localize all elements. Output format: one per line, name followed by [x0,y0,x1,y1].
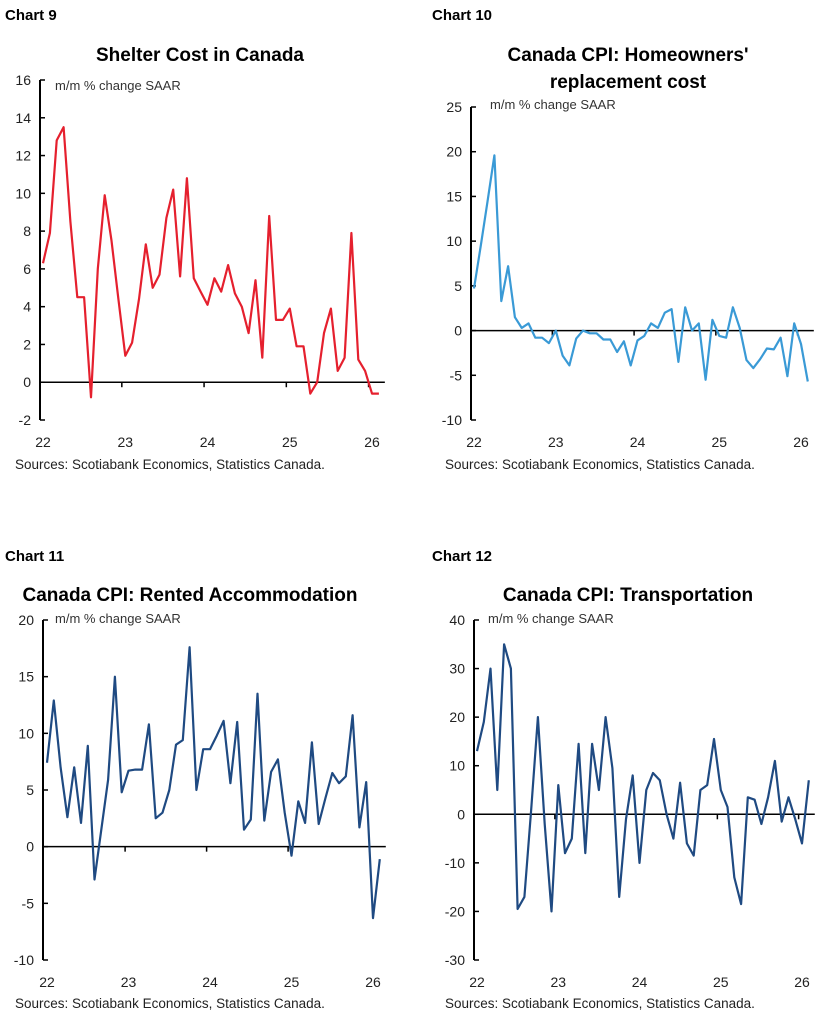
x-tick-label: 26 [364,434,380,450]
series-line [472,154,809,382]
y-tick-label: 20 [446,144,462,160]
y-tick-label: 0 [454,323,462,339]
y-tick-label: 12 [15,148,31,164]
chart-title: replacement cost [550,72,707,93]
chart-11: Chart 11 Canada CPI: Rented Accommodation… [5,548,386,1011]
x-tick-label: 25 [284,974,300,990]
x-tick-label: 25 [282,434,298,450]
x-tick-label: 25 [711,434,727,450]
y-tick-label: -2 [19,412,32,428]
y-tick-label: 5 [454,278,462,294]
unit-label: m/m % change SAAR [55,78,181,93]
unit-label: m/m % change SAAR [490,97,616,112]
y-tick-label: 2 [23,336,31,352]
x-tick-label: 23 [121,974,137,990]
chart-9: Chart 9 Shelter Cost in Canada m/m % chang… [5,7,385,472]
y-tick-label: 0 [457,806,465,822]
y-tick-label: 6 [23,261,31,277]
x-tick-label: 26 [793,434,809,450]
x-tick-label: 22 [466,434,482,450]
y-tick-label: 14 [15,110,31,126]
y-tick-label: 10 [18,725,34,741]
y-tick-label: -5 [22,895,35,911]
x-tick-label: 24 [632,974,648,990]
x-tick-label: 26 [365,974,381,990]
y-tick-label: -30 [445,952,465,968]
chart-10: Chart 10 Canada CPI: Homeowners' replaceme… [432,7,814,472]
x-tick-label: 24 [202,974,218,990]
x-tick-label: 22 [39,974,55,990]
x-tick-label: 23 [548,434,564,450]
y-tick-label: 5 [26,782,34,798]
y-tick-label: -20 [445,903,465,919]
y-tick-label: 30 [449,661,465,677]
chart-number-label: Chart 9 [5,7,57,24]
chart-number-label: Chart 10 [432,7,492,24]
y-tick-label: 16 [15,72,31,88]
y-tick-label: 20 [18,612,34,628]
y-tick-label: 15 [446,188,462,204]
series-line [475,643,810,913]
x-tick-label: 23 [550,974,566,990]
y-tick-label: 0 [26,839,34,855]
chart-title: Shelter Cost in Canada [96,45,304,66]
y-tick-label: 20 [449,709,465,725]
series-line [45,646,381,920]
y-tick-label: 0 [23,374,31,390]
x-tick-label: 24 [630,434,646,450]
chart-title: Canada CPI: Transportation [503,585,753,606]
unit-label: m/m % change SAAR [488,611,614,626]
y-tick-label: -10 [442,412,462,428]
y-tick-label: 40 [449,612,465,628]
y-tick-label: -10 [14,952,34,968]
source-note: Sources: Scotiabank Economics, Statistic… [15,996,325,1011]
x-tick-label: 25 [713,974,729,990]
x-tick-label: 24 [200,434,216,450]
source-note: Sources: Scotiabank Economics, Statistic… [445,457,755,472]
y-tick-label: 10 [446,233,462,249]
y-tick-label: 4 [23,299,31,315]
y-tick-label: 15 [18,669,34,685]
y-tick-label: 10 [449,758,465,774]
x-tick-label: 23 [117,434,133,450]
unit-label: m/m % change SAAR [55,611,181,626]
chart-title: Canada CPI: Homeowners' [507,45,748,66]
x-tick-label: 26 [794,974,810,990]
y-tick-label: -10 [445,855,465,871]
chart-number-label: Chart 12 [432,548,492,565]
x-tick-label: 22 [35,434,51,450]
chart-title: Canada CPI: Rented Accommodation [22,585,357,606]
y-tick-label: 8 [23,223,31,239]
y-tick-label: 10 [15,185,31,201]
source-note: Sources: Scotiabank Economics, Statistic… [445,996,755,1011]
source-note: Sources: Scotiabank Economics, Statistic… [15,457,325,472]
x-tick-label: 22 [469,974,485,990]
y-tick-label: -5 [450,367,463,383]
chart-number-label: Chart 11 [5,548,64,565]
series-line [41,126,379,399]
y-tick-label: 25 [446,99,462,115]
chart-12: Chart 12 Canada CPI: Transportation m/m % … [432,548,815,1011]
